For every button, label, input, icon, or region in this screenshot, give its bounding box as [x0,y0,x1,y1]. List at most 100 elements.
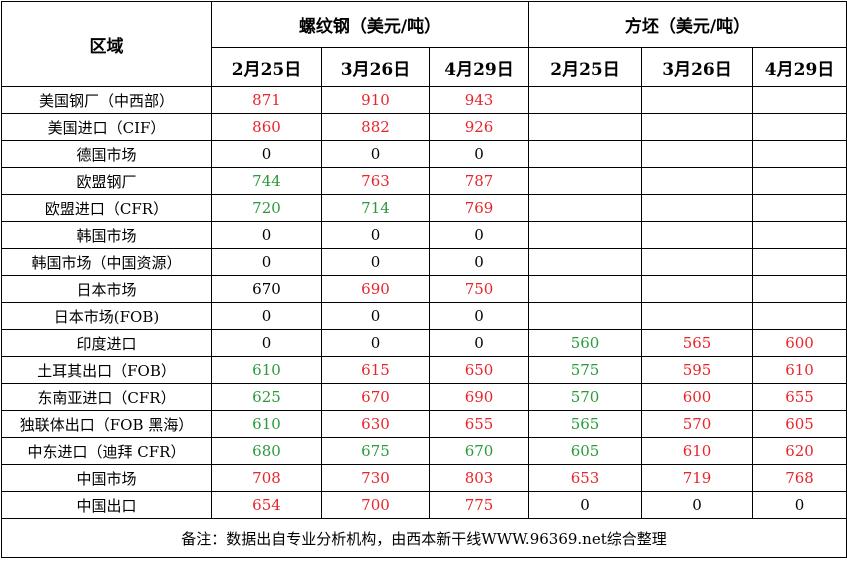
billet-price-cell: 0 [528,491,643,519]
billet-price-cell: 768 [752,464,847,492]
table-row: 中国出口 654 700 775 0 0 0 [1,491,847,519]
table-row: 日本市场(FOB) 0 0 0 [1,302,847,330]
billet-price-cell [752,302,847,330]
table-row: 美国钢厂（中西部） 871 910 943 [1,86,847,114]
rebar-price-cell: 625 [211,383,322,411]
billet-price-cell [528,86,643,114]
rebar-price-cell: 690 [321,275,430,303]
rebar-price-cell: 0 [321,140,430,168]
rebar-price-cell: 926 [428,113,530,141]
billet-price-cell [641,140,754,168]
rebar-price-cell: 700 [321,491,430,519]
billet-price-cell: 565 [528,410,643,438]
billet-price-cell [641,248,754,276]
rebar-price-cell: 0 [211,302,322,330]
billet-price-cell: 560 [528,329,643,357]
rebar-price-cell: 0 [428,248,530,276]
billet-price-cell [752,221,847,249]
rebar-price-cell: 0 [321,221,430,249]
billet-price-cell [752,194,847,222]
table-row: 中东进口（迪拜 CFR） 680 675 670 605 610 620 [1,437,847,465]
rebar-price-cell: 615 [321,356,430,384]
table-row: 土耳其出口（FOB） 610 615 650 575 595 610 [1,356,847,384]
billet-price-cell: 570 [528,383,643,411]
billet-price-cell [641,194,754,222]
rebar-date-header: 3月26日 [321,47,430,87]
region-cell: 印度进口 [1,329,212,357]
billet-price-cell [641,302,754,330]
billet-price-cell: 575 [528,356,643,384]
billet-price-cell: 600 [752,329,847,357]
steel-price-table: 区域 螺纹钢（美元/吨） 方坯（美元/吨） 2月25日 3月26日 4月29日 … [0,1,847,558]
table-row: 韩国市场（中国资源） 0 0 0 [1,248,847,276]
table-row: 独联体出口（FOB 黑海） 610 630 655 565 570 605 [1,410,847,438]
rebar-price-cell: 0 [211,248,322,276]
rebar-price-cell: 0 [211,329,322,357]
table-row: 东南亚进口（CFR） 625 670 690 570 600 655 [1,383,847,411]
region-cell: 日本市场 [1,275,212,303]
region-cell: 欧盟钢厂 [1,167,212,195]
rebar-price-cell: 670 [321,383,430,411]
rebar-price-cell: 714 [321,194,430,222]
region-cell: 东南亚进口（CFR） [1,383,212,411]
billet-price-cell: 565 [641,329,754,357]
billet-price-cell: 605 [752,410,847,438]
region-cell: 美国进口（CIF） [1,113,212,141]
rebar-price-cell: 680 [211,437,322,465]
rebar-price-cell: 0 [428,329,530,357]
billet-price-cell: 595 [641,356,754,384]
table-row: 韩国市场 0 0 0 [1,221,847,249]
rebar-price-cell: 675 [321,437,430,465]
table-row: 欧盟进口（CFR） 720 714 769 [1,194,847,222]
rebar-header: 螺纹钢（美元/吨） [210,1,530,48]
region-cell: 欧盟进口（CFR） [1,194,212,222]
billet-price-cell [528,113,643,141]
rebar-price-cell: 690 [428,383,530,411]
billet-price-cell [752,140,847,168]
rebar-price-cell: 708 [211,464,322,492]
billet-price-cell [528,302,643,330]
rebar-price-cell: 910 [321,86,430,114]
rebar-price-cell: 0 [428,221,530,249]
billet-price-cell [752,113,847,141]
billet-date-header: 2月25日 [528,47,643,87]
billet-price-cell [528,275,643,303]
region-cell: 中国出口 [1,491,212,519]
rebar-price-cell: 769 [428,194,530,222]
rebar-price-cell: 0 [428,140,530,168]
region-cell: 中东进口（迪拜 CFR） [1,437,212,465]
rebar-price-cell: 670 [428,437,530,465]
rebar-price-cell: 0 [211,140,322,168]
rebar-price-cell: 0 [211,221,322,249]
rebar-date-header: 2月25日 [211,47,322,87]
rebar-price-cell: 650 [428,356,530,384]
billet-price-cell [528,167,643,195]
billet-price-cell [752,248,847,276]
billet-price-cell: 570 [641,410,754,438]
billet-price-cell [752,86,847,114]
rebar-price-cell: 803 [428,464,530,492]
rebar-price-cell: 654 [211,491,322,519]
billet-price-cell [641,86,754,114]
billet-price-cell [528,248,643,276]
table-row: 美国进口（CIF） 860 882 926 [1,113,847,141]
billet-price-cell: 610 [752,356,847,384]
billet-price-cell [752,275,847,303]
billet-price-cell: 600 [641,383,754,411]
rebar-price-cell: 0 [321,248,430,276]
region-cell: 德国市场 [1,140,212,168]
rebar-price-cell: 744 [211,167,322,195]
billet-header: 方坯（美元/吨） [528,1,847,48]
rebar-price-cell: 720 [211,194,322,222]
region-cell: 美国钢厂（中西部） [1,86,212,114]
rebar-price-cell: 763 [321,167,430,195]
billet-price-cell: 655 [752,383,847,411]
region-cell: 土耳其出口（FOB） [1,356,212,384]
table-row: 中国市场 708 730 803 653 719 768 [1,464,847,492]
rebar-price-cell: 655 [428,410,530,438]
rebar-price-cell: 0 [321,302,430,330]
billet-price-cell [528,194,643,222]
table-row: 日本市场 670 690 750 [1,275,847,303]
rebar-price-cell: 943 [428,86,530,114]
region-header: 区域 [1,1,212,87]
